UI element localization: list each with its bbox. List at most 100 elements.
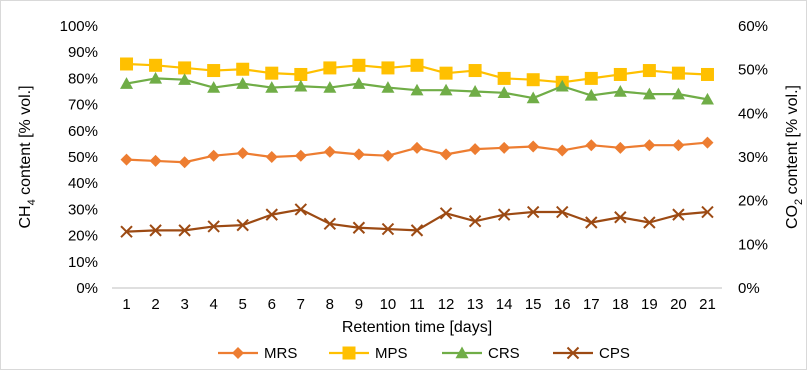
data-point-crs: [468, 85, 482, 97]
x-tick-label: 1: [122, 296, 130, 313]
data-point-cps-stroke: [643, 216, 656, 229]
data-point-crs: [236, 77, 250, 89]
data-point-cps: [643, 216, 656, 229]
y-right-axis-title: CO2 content [% vol.]: [784, 85, 805, 229]
x-tick-label: 9: [355, 296, 363, 313]
y-right-tick-label: 60%: [738, 18, 768, 35]
data-point-mps: [410, 58, 424, 72]
data-point-cps-stroke: [526, 205, 540, 219]
data-point-crs: [555, 79, 569, 92]
legend-label-mrs: MRS: [264, 345, 297, 362]
x-tick-label: 16: [554, 296, 571, 313]
data-point-cps: [526, 205, 540, 219]
x-tick-label: 15: [525, 296, 542, 313]
legend-marker-cps: [566, 346, 580, 360]
x-tick-label: 2: [151, 296, 159, 313]
data-point-cps-stroke: [120, 225, 133, 238]
data-point-cps: [352, 221, 366, 234]
data-point-cps-stroke: [497, 208, 511, 221]
x-tick-label: 17: [583, 296, 600, 313]
legend-item-mrs: MRS: [218, 345, 297, 362]
legend-item-cps: CPS: [553, 345, 630, 362]
data-point-cps: [410, 224, 424, 237]
data-point-crs: [410, 83, 424, 96]
legend-label-cps: CPS: [599, 345, 630, 362]
y-right-axis-title-subscript: 2: [793, 199, 805, 205]
data-point-cps: [120, 225, 133, 238]
data-point-cps: [149, 224, 162, 237]
y-left-tick-label: 30%: [68, 201, 98, 218]
data-point-cps: [294, 203, 308, 216]
x-tick-label: 10: [380, 296, 397, 313]
x-tick-label: 3: [180, 296, 188, 313]
y-left-tick-label: 40%: [68, 175, 98, 192]
legend-marker-crs: [455, 346, 469, 359]
legend-item-mps: MPS: [329, 345, 408, 362]
data-point-crs: [381, 81, 395, 93]
data-point-cps-stroke: [614, 211, 627, 224]
data-point-mps: [613, 67, 627, 81]
data-point-cps-stroke: [265, 208, 278, 221]
data-point-cps-stroke: [381, 222, 395, 236]
data-point-cps-stroke: [236, 218, 249, 232]
data-point-crs: [323, 81, 337, 93]
data-point-mrs: [207, 149, 220, 162]
data-point-mrs: [149, 154, 162, 167]
x-axis-title: Retention time [days]: [342, 319, 492, 336]
data-point-mrs: [585, 139, 598, 152]
data-point-crs: [120, 77, 134, 89]
data-point-cps-stroke: [410, 224, 424, 237]
y-left-tick-label: 10%: [68, 254, 98, 271]
data-point-mrs: [294, 149, 307, 162]
data-point-crs: [265, 81, 279, 93]
data-point-mps: [671, 66, 685, 80]
x-tick-label: 21: [699, 296, 716, 313]
data-point-cps: [468, 214, 482, 228]
data-point-mrs: [643, 139, 656, 152]
data-point-crs: [294, 79, 308, 92]
data-point-cps-stroke: [585, 216, 598, 229]
data-point-mrs: [527, 140, 540, 153]
y-right-tick-label: 20%: [738, 193, 768, 210]
data-point-mps: [584, 71, 598, 85]
y-left-axis-title-subscript: 4: [26, 199, 38, 205]
legend-label-mps: MPS: [375, 345, 408, 362]
legend-marker-cps-stroke: [566, 346, 580, 360]
data-point-cps-stroke: [323, 217, 337, 231]
y-right-axis-title-suffix: content [% vol.]: [784, 85, 801, 199]
data-point-cps: [556, 205, 569, 219]
y-left-axis-title-prefix: CH: [17, 205, 34, 228]
data-point-cps-stroke: [556, 205, 569, 219]
y-right-tick-label: 50%: [738, 62, 768, 79]
data-point-cps: [178, 224, 191, 237]
x-tick-label: 18: [612, 296, 629, 313]
data-point-mps: [700, 67, 714, 81]
data-point-cps-stroke: [207, 220, 220, 233]
data-point-crs: [352, 77, 366, 89]
data-point-mps: [526, 73, 540, 87]
data-point-mps: [236, 62, 250, 76]
legend-marker-mps: [342, 346, 356, 360]
data-point-crs: [439, 83, 453, 96]
data-point-crs: [613, 85, 627, 97]
data-point-cps-stroke: [352, 221, 366, 234]
data-point-mrs: [469, 143, 482, 156]
data-point-cps: [236, 218, 249, 232]
y-left-axis-title-suffix: content [% vol.]: [17, 85, 34, 199]
data-point-cps: [207, 220, 220, 233]
data-point-mps: [149, 58, 163, 72]
data-point-crs: [671, 87, 685, 100]
x-tick-label: 12: [438, 296, 455, 313]
data-point-mps: [323, 61, 337, 75]
data-point-crs: [178, 73, 192, 85]
y-left-tick-label: 50%: [68, 149, 98, 166]
data-point-mps: [468, 64, 482, 78]
x-tick-label: 20: [670, 296, 687, 313]
data-point-crs: [526, 91, 540, 104]
y-left-tick-label: 100%: [60, 18, 98, 35]
y-left-tick-label: 60%: [68, 123, 98, 140]
y-left-tick-label: 20%: [68, 228, 98, 245]
data-point-mrs: [236, 147, 249, 160]
data-point-mps: [120, 57, 134, 71]
